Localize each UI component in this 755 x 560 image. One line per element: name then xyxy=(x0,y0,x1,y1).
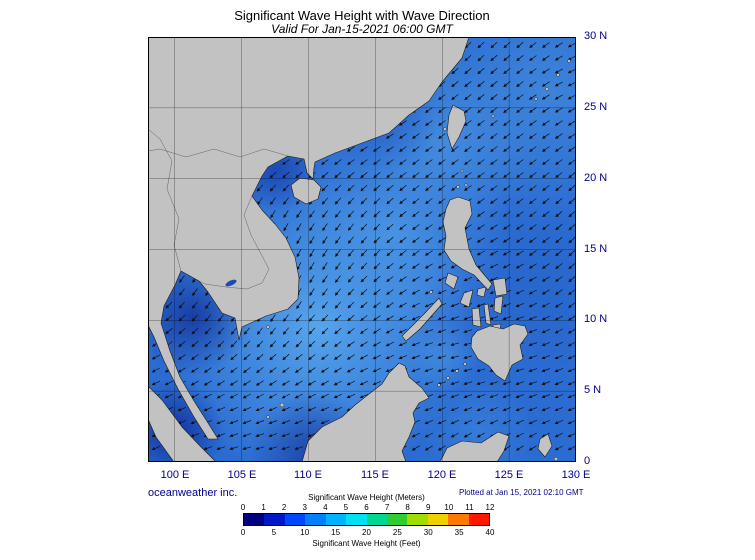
lon-label-105e: 105 E xyxy=(227,469,257,481)
land-sulawesi xyxy=(439,431,510,462)
land-masbate xyxy=(476,286,487,298)
colorbar-legend: Significant Wave Height (Meters) 0 1 2 3… xyxy=(240,493,495,551)
lon-label-120e: 120 E xyxy=(427,469,457,481)
meters-tick-12: 12 xyxy=(485,503,495,512)
map-frame xyxy=(148,37,576,462)
land-taiwan xyxy=(446,104,467,150)
legend-title-feet: Significant Wave Height (Feet) xyxy=(312,539,421,548)
land-asia-mainland xyxy=(148,37,470,440)
land-mindanao xyxy=(470,323,529,382)
lat-label-20n: 20 N xyxy=(584,172,608,184)
lake-tonle-sap xyxy=(225,279,237,287)
meters-tick-10: 10 xyxy=(444,503,454,512)
feet-tick-25: 25 xyxy=(392,528,402,537)
land-mindoro xyxy=(444,272,459,290)
lon-label-125e: 125 E xyxy=(494,469,524,481)
meters-tick-5: 5 xyxy=(343,503,349,512)
plotted-timestamp: Plotted at Jan 15, 2021 02:10 GMT xyxy=(459,488,584,497)
meters-tick-9: 9 xyxy=(426,503,431,512)
page-title: Significant Wave Height with Wave Direct… xyxy=(234,8,490,23)
land-negros xyxy=(471,307,482,328)
land-leyte xyxy=(493,295,504,315)
meters-tick-3: 3 xyxy=(302,503,307,512)
lon-label-130e: 130 E xyxy=(561,469,591,481)
feet-tick-35: 35 xyxy=(454,528,464,537)
lat-label-10n: 10 N xyxy=(584,313,608,325)
legend-title-meters: Significant Wave Height (Meters) xyxy=(308,493,425,502)
feet-tick-10: 10 xyxy=(300,528,310,537)
feet-tick-5: 5 xyxy=(271,528,277,537)
lat-label-0: 0 xyxy=(584,455,591,467)
country-borders xyxy=(148,128,289,290)
meters-tick-0: 0 xyxy=(240,503,246,512)
oceanweather-credit: oceanweather inc. xyxy=(148,487,238,499)
land-hainan xyxy=(290,177,322,205)
valid-time-subtitle: Valid For Jan-15-2021 06:00 GMT xyxy=(271,22,453,36)
land-halmahera xyxy=(537,433,553,458)
land-palawan xyxy=(401,297,443,342)
grid-lines xyxy=(148,37,576,462)
land-panay xyxy=(459,289,474,308)
feet-tick-0: 0 xyxy=(240,528,246,537)
meters-tick-8: 8 xyxy=(405,503,410,512)
feet-tick-30: 30 xyxy=(423,528,433,537)
feet-tick-15: 15 xyxy=(331,528,341,537)
lat-label-30n: 30 N xyxy=(584,30,608,42)
land-masses xyxy=(148,37,571,462)
lon-label-110e: 110 E xyxy=(294,469,322,481)
lat-label-25n: 25 N xyxy=(584,101,608,113)
land-sumatra xyxy=(148,385,217,462)
lat-label-5n: 5 N xyxy=(584,384,602,396)
feet-tick-20: 20 xyxy=(362,528,371,537)
meters-tick-1: 1 xyxy=(261,503,266,512)
map-border xyxy=(148,37,576,462)
small-islands xyxy=(266,59,571,462)
lon-label-115e: 115 E xyxy=(361,469,389,481)
meters-tick-2: 2 xyxy=(281,503,287,512)
feet-tick-40: 40 xyxy=(485,528,495,537)
color-bar xyxy=(243,513,490,526)
land-luzon xyxy=(442,196,493,291)
meters-tick-7: 7 xyxy=(384,503,390,512)
map-svg xyxy=(148,37,576,462)
meters-tick-11: 11 xyxy=(465,503,474,512)
lat-label-15n: 15 N xyxy=(584,243,608,255)
lon-label-100e: 100 E xyxy=(160,469,190,481)
land-cebu xyxy=(483,303,492,326)
meters-tick-4: 4 xyxy=(323,503,328,512)
land-samar xyxy=(492,277,508,297)
meters-tick-6: 6 xyxy=(364,503,369,512)
land-borneo xyxy=(301,362,430,462)
